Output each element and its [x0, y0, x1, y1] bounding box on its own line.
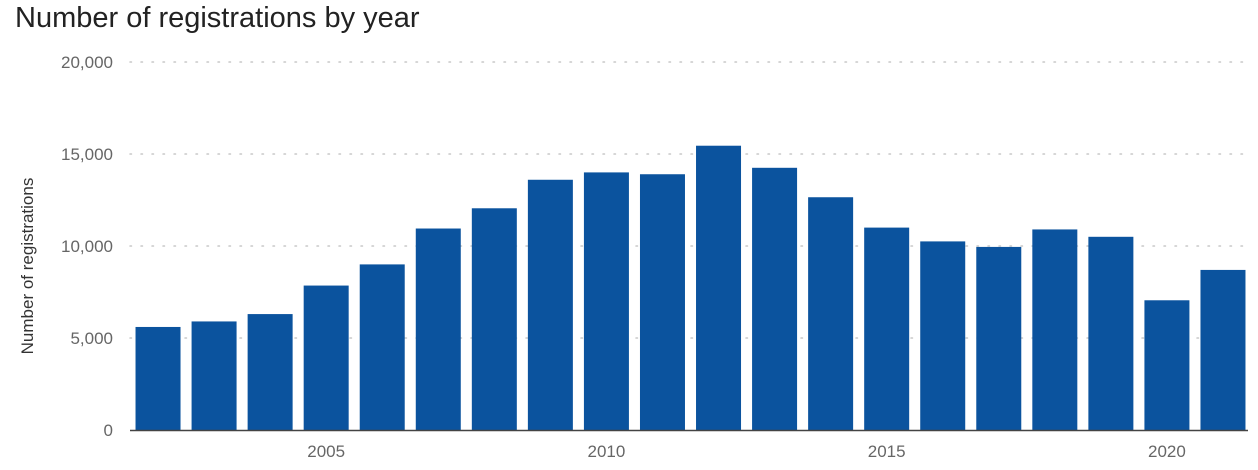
bar-2017 — [976, 246, 1022, 430]
chart-title: Number of registrations by year — [15, 2, 420, 34]
bar-2018 — [1032, 229, 1078, 430]
y-tick-labels: 0 5,000 10,000 15,000 20,000 — [61, 53, 113, 440]
x-tick-label: 2015 — [868, 442, 906, 461]
gridlines — [129, 61, 1249, 339]
bar-2008 — [471, 208, 517, 430]
x-tick-label: 2020 — [1148, 442, 1186, 461]
bar-2019 — [1088, 236, 1134, 430]
bar-2012 — [696, 145, 742, 430]
bar-2015 — [864, 227, 910, 430]
bar-2014 — [808, 197, 854, 430]
bar-2007 — [415, 228, 461, 430]
bar-2011 — [639, 174, 685, 430]
y-tick-label: 10,000 — [61, 237, 113, 256]
bar-2020 — [1144, 300, 1190, 430]
bar-2002 — [135, 326, 181, 430]
y-axis-label: Number of registrations — [18, 178, 37, 355]
bar-2010 — [583, 172, 629, 430]
bars — [135, 145, 1246, 431]
bar-2009 — [527, 179, 573, 430]
y-tick-label: 15,000 — [61, 145, 113, 164]
x-tick-labels: 2005 2010 2015 2020 — [307, 442, 1186, 461]
bar-2005 — [303, 285, 349, 430]
bar-2004 — [247, 314, 293, 430]
x-tick-label: 2010 — [588, 442, 626, 461]
bar-2003 — [191, 321, 237, 430]
y-tick-label: 5,000 — [70, 329, 113, 348]
bar-2016 — [920, 241, 966, 430]
x-tick-label: 2005 — [307, 442, 345, 461]
bar-2021 — [1200, 269, 1246, 430]
bar-2006 — [359, 264, 405, 430]
y-tick-label: 0 — [104, 421, 113, 440]
y-tick-label: 20,000 — [61, 53, 113, 72]
bar-2013 — [752, 167, 798, 431]
